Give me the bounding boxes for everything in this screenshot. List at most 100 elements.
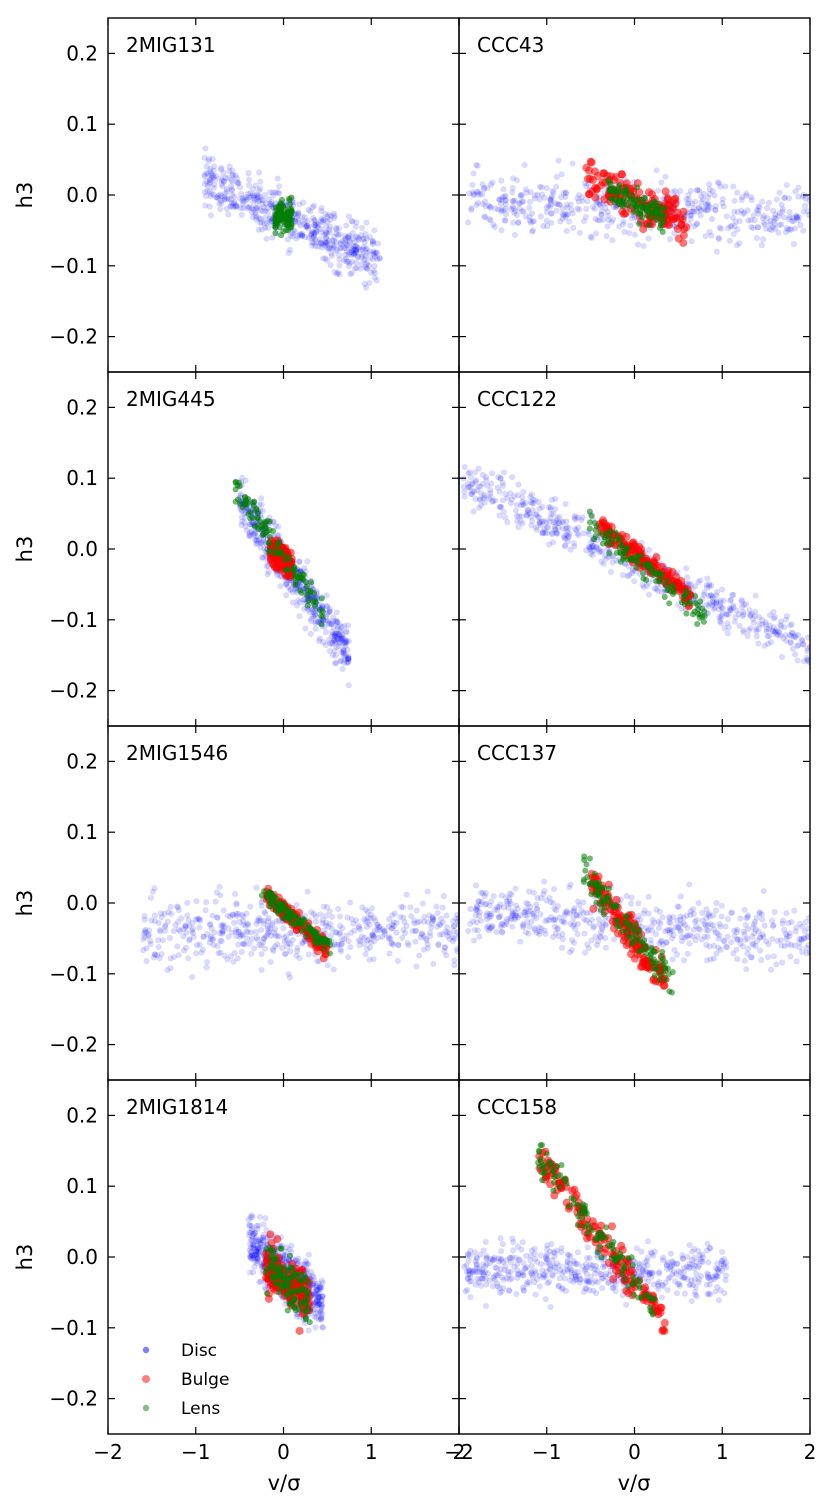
lens-point xyxy=(306,924,313,932)
disc-point xyxy=(549,539,557,546)
disc-point xyxy=(345,655,352,662)
disc-point xyxy=(531,925,538,932)
disc-point xyxy=(707,956,714,963)
disc-point xyxy=(141,912,148,920)
disc-point xyxy=(293,235,300,242)
disc-point xyxy=(607,568,615,576)
disc-point xyxy=(484,184,491,191)
disc-point xyxy=(151,912,158,919)
disc-point xyxy=(711,599,718,606)
disc-point xyxy=(395,941,402,948)
disc-point xyxy=(232,203,240,210)
disc-point xyxy=(323,241,331,248)
disc-point xyxy=(239,197,246,204)
disc-point xyxy=(481,892,488,900)
disc-point xyxy=(643,582,651,589)
disc-point xyxy=(670,913,677,921)
disc-point xyxy=(700,591,708,598)
lens-point xyxy=(286,196,293,204)
disc-point xyxy=(433,903,440,910)
disc-point xyxy=(361,915,368,923)
disc-point xyxy=(326,605,333,612)
disc-point xyxy=(251,1263,258,1270)
disc-point xyxy=(556,914,563,921)
disc-point xyxy=(699,196,707,203)
disc-point xyxy=(252,536,259,543)
disc-point xyxy=(723,943,731,951)
disc-point xyxy=(552,526,559,533)
disc-point xyxy=(346,238,353,245)
disc-point xyxy=(311,231,318,238)
disc-point xyxy=(345,637,352,645)
disc-point xyxy=(755,207,762,214)
disc-point xyxy=(494,906,501,914)
disc-point xyxy=(248,950,255,957)
disc-point xyxy=(312,612,319,620)
disc-point xyxy=(570,939,578,946)
disc-point xyxy=(767,218,774,225)
disc-point xyxy=(250,199,257,206)
disc-point xyxy=(794,657,801,664)
disc-point xyxy=(207,179,214,186)
disc-point xyxy=(780,214,788,221)
disc-point xyxy=(254,1255,261,1262)
disc-point xyxy=(335,232,342,239)
disc-point xyxy=(559,518,567,526)
disc-point xyxy=(247,1240,254,1248)
disc-point xyxy=(262,208,269,215)
disc-point xyxy=(641,907,648,914)
disc-point xyxy=(795,642,802,649)
disc-point xyxy=(233,926,240,933)
disc-point xyxy=(712,600,720,607)
disc-point xyxy=(759,916,766,923)
disc-point xyxy=(358,933,366,940)
disc-point xyxy=(499,482,507,490)
panel-ccc137: CCC137 xyxy=(458,725,811,1081)
panel-ccc122: CCC122 xyxy=(458,371,811,727)
disc-point xyxy=(510,219,517,226)
disc-point xyxy=(471,488,478,495)
disc-point xyxy=(367,944,374,951)
disc-point xyxy=(246,529,253,536)
disc-point xyxy=(720,597,727,604)
disc-point xyxy=(580,899,587,906)
disc-point xyxy=(715,234,722,241)
disc-point xyxy=(715,935,722,942)
disc-point xyxy=(339,635,346,642)
disc-point xyxy=(556,513,563,521)
disc-point xyxy=(610,936,618,943)
disc-point xyxy=(787,639,794,647)
disc-point xyxy=(218,937,225,945)
disc-point xyxy=(283,933,290,940)
lens-point xyxy=(656,578,663,585)
disc-point xyxy=(227,913,234,920)
disc-point xyxy=(757,934,764,941)
lens-point xyxy=(606,550,613,557)
disc-point xyxy=(240,913,247,920)
disc-point xyxy=(473,162,480,169)
disc-point xyxy=(243,527,251,534)
lens-point xyxy=(663,976,670,983)
disc-point xyxy=(205,155,212,162)
disc-point xyxy=(238,521,245,529)
disc-point xyxy=(206,188,213,195)
disc-point xyxy=(705,602,712,610)
disc-point xyxy=(496,913,503,921)
lens-point xyxy=(635,948,643,955)
disc-point xyxy=(364,914,372,921)
disc-point xyxy=(731,197,738,204)
lens-point xyxy=(320,945,327,952)
disc-point xyxy=(467,483,474,490)
disc-point xyxy=(329,639,336,647)
disc-point xyxy=(355,924,363,931)
disc-point xyxy=(305,234,313,241)
bulge-point xyxy=(678,215,687,224)
disc-point xyxy=(262,224,269,231)
disc-point xyxy=(388,940,396,947)
disc-point xyxy=(508,913,515,920)
disc-point xyxy=(546,203,554,210)
disc-point xyxy=(258,966,265,974)
disc-point xyxy=(186,937,193,944)
disc-point xyxy=(576,902,583,909)
disc-point xyxy=(785,195,793,202)
